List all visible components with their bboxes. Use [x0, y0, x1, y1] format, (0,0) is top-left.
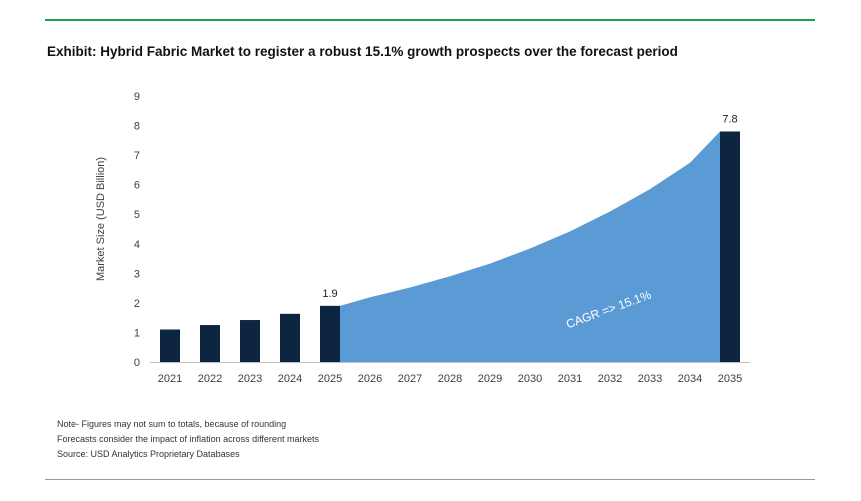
y-tick-label: 8 — [134, 121, 140, 133]
bar-2021 — [160, 329, 180, 362]
data-label-2025: 1.9 — [322, 288, 337, 300]
bar-2035 — [720, 131, 740, 362]
x-tick-label: 2021 — [158, 373, 182, 385]
y-tick-label: 7 — [134, 150, 140, 162]
x-tick-label: 2028 — [438, 373, 462, 385]
x-tick-label: 2026 — [358, 373, 382, 385]
y-tick-label: 2 — [134, 298, 140, 310]
note-source: Source: USD Analytics Proprietary Databa… — [57, 449, 240, 459]
x-tick-label: 2024 — [278, 373, 302, 385]
y-axis-label: Market Size (USD Billion) — [95, 157, 107, 281]
y-tick-label: 9 — [134, 91, 140, 103]
footnotes: Note- Figures may not sum to totals, bec… — [57, 417, 319, 462]
top-divider — [45, 19, 815, 21]
x-tick-label: 2033 — [638, 373, 662, 385]
x-tick-label: 2035 — [718, 373, 742, 385]
x-tick-label: 2030 — [518, 373, 542, 385]
bar-2025 — [320, 305, 340, 362]
x-tick-label: 2023 — [238, 373, 262, 385]
x-tick-label: 2025 — [318, 373, 342, 385]
x-tick-label: 2031 — [558, 373, 582, 385]
y-tick-label: 6 — [134, 180, 140, 192]
x-tick-label: 2034 — [678, 373, 702, 385]
forecast-area — [340, 131, 720, 362]
y-tick-label: 1 — [134, 327, 140, 339]
x-tick-label: 2032 — [598, 373, 622, 385]
chart-title: Exhibit: Hybrid Fabric Market to registe… — [47, 44, 678, 59]
bar-2023 — [240, 320, 260, 362]
y-tick-label: 4 — [134, 239, 140, 251]
y-tick-label: 5 — [134, 209, 140, 221]
bar-2022 — [200, 325, 220, 362]
data-label-2035: 7.8 — [722, 113, 737, 125]
bar-2024 — [280, 313, 300, 362]
y-tick-label: 0 — [134, 357, 140, 369]
bottom-divider — [45, 479, 815, 480]
note-rounding: Note- Figures may not sum to totals, bec… — [57, 419, 287, 429]
x-tick-label: 2027 — [398, 373, 422, 385]
y-tick-label: 3 — [134, 268, 140, 280]
x-tick-label: 2029 — [478, 373, 502, 385]
x-tick-label: 2022 — [198, 373, 222, 385]
note-inflation: Forecasts consider the impact of inflati… — [57, 434, 319, 444]
